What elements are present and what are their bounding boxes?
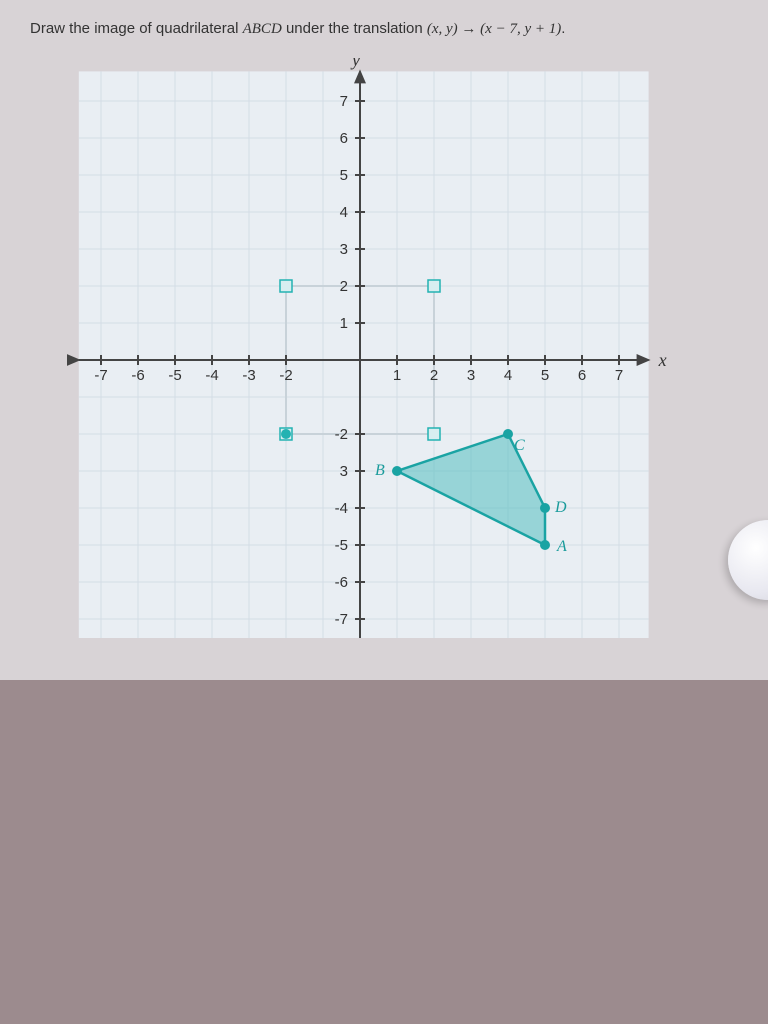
- q-shape: ABCD: [243, 21, 282, 37]
- svg-text:5: 5: [541, 367, 549, 384]
- svg-text:D: D: [554, 499, 567, 516]
- svg-text:-4: -4: [205, 367, 218, 384]
- svg-text:B: B: [375, 462, 385, 479]
- svg-text:6: 6: [340, 130, 348, 147]
- grid-svg[interactable]: -7 -6 -5 -4 -3 -2 1 3 4 5 6 7 1 3 4 5 6 7 -4 -5 -6 -7 x y A B C D 2 2…: [60, 58, 700, 638]
- svg-text:4: 4: [340, 204, 348, 221]
- svg-text:2: 2: [430, 367, 438, 384]
- svg-text:1: 1: [340, 315, 348, 332]
- svg-text:3: 3: [340, 463, 348, 480]
- svg-text:A: A: [556, 538, 567, 555]
- svg-text:2: 2: [340, 278, 348, 295]
- svg-text:C: C: [514, 437, 525, 454]
- svg-text:-6: -6: [335, 574, 348, 591]
- svg-text:6: 6: [578, 367, 586, 384]
- q-prefix: Draw the image of quadrilateral: [30, 20, 243, 37]
- svg-text:x: x: [658, 350, 667, 370]
- svg-text:-4: -4: [335, 500, 348, 517]
- svg-text:-2: -2: [335, 426, 348, 443]
- svg-text:4: 4: [504, 367, 512, 384]
- svg-text:1: 1: [393, 367, 401, 384]
- q-middle: under the translation: [282, 20, 427, 37]
- svg-text:-5: -5: [168, 367, 181, 384]
- svg-text:y: y: [350, 58, 360, 69]
- svg-text:3: 3: [467, 367, 475, 384]
- question-text: Draw the image of quadrilateral ABCD und…: [30, 20, 738, 38]
- svg-text:5: 5: [340, 167, 348, 184]
- q-suffix: .: [561, 20, 565, 37]
- svg-text:3: 3: [340, 241, 348, 258]
- svg-text:-6: -6: [131, 367, 144, 384]
- svg-text:-3: -3: [242, 367, 255, 384]
- svg-text:7: 7: [340, 93, 348, 110]
- svg-text:-7: -7: [94, 367, 107, 384]
- svg-text:-2: -2: [279, 367, 292, 384]
- svg-text:-5: -5: [335, 537, 348, 554]
- coordinate-grid[interactable]: -7 -6 -5 -4 -3 -2 1 3 4 5 6 7 1 3 4 5 6 7 -4 -5 -6 -7 x y A B C D 2 2…: [60, 58, 700, 638]
- worksheet-page: Draw the image of quadrilateral ABCD und…: [0, 0, 768, 680]
- svg-text:7: 7: [615, 367, 623, 384]
- q-rule: (x, y) → (x − 7, y + 1): [427, 21, 561, 37]
- svg-text:-7: -7: [335, 611, 348, 628]
